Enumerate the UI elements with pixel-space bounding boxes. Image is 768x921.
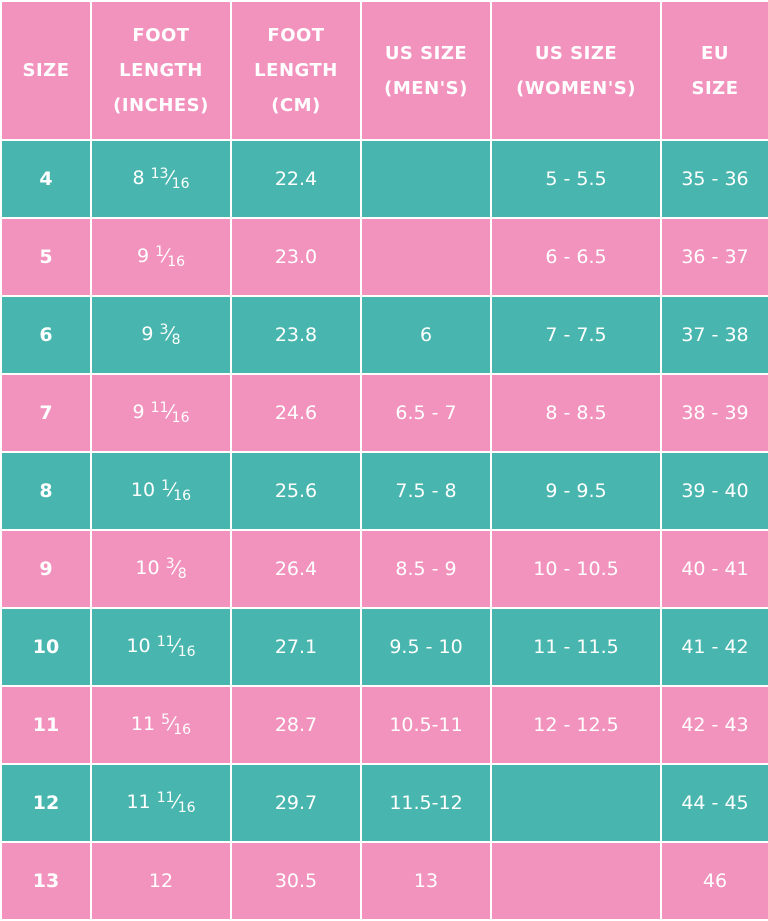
header-row: SIZE FOOT LENGTH (INCHES) FOOT LENGTH (CM) US S… — [0, 0, 768, 141]
table-cell: 9 1⁄16 — [90, 217, 232, 297]
header-line: FOOT — [267, 25, 325, 46]
table-cell: 11 5⁄16 — [90, 685, 232, 765]
size-cell: 9 — [0, 529, 92, 609]
table-cell: 6.5 - 7 — [360, 373, 492, 453]
table-cell: 9 11⁄16 — [90, 373, 232, 453]
table-row: 12 11 11⁄16 29.7 11.5-12 44 - 45 — [0, 763, 768, 843]
table-cell: 44 - 45 — [660, 763, 768, 843]
table-cell: 38 - 39 — [660, 373, 768, 453]
table-cell: 9 3⁄8 — [90, 295, 232, 375]
table-cell — [490, 841, 662, 921]
header-line: EU — [701, 42, 729, 64]
table-cell: 39 - 40 — [660, 451, 768, 531]
table-cell: 37 - 38 — [660, 295, 768, 375]
table-cell: 23.0 — [230, 217, 362, 297]
table-cell: 36 - 37 — [660, 217, 768, 297]
table-cell: 12 - 12.5 — [490, 685, 662, 765]
table-cell: 25.6 — [230, 451, 362, 531]
table-cell: 13 — [360, 841, 492, 921]
table-cell: 10 - 10.5 — [490, 529, 662, 609]
size-cell: 6 — [0, 295, 92, 375]
table-cell: 5 - 5.5 — [490, 139, 662, 219]
table-cell: 10 1⁄16 — [90, 451, 232, 531]
table-cell: 40 - 41 — [660, 529, 768, 609]
table-cell: 35 - 36 — [660, 139, 768, 219]
column-header: SIZE — [0, 0, 92, 141]
size-cell: 5 — [0, 217, 92, 297]
table-cell: 6 - 6.5 — [490, 217, 662, 297]
table-cell: 42 - 43 — [660, 685, 768, 765]
table-cell: 46 — [660, 841, 768, 921]
column-header: FOOT LENGTH (CM) — [230, 0, 362, 141]
size-cell: 11 — [0, 685, 92, 765]
size-cell: 13 — [0, 841, 92, 921]
column-header: FOOT LENGTH (INCHES) — [90, 0, 232, 141]
table-cell: 11.5-12 — [360, 763, 492, 843]
header-line: (CM) — [271, 95, 321, 116]
table-cell: 9 - 9.5 — [490, 451, 662, 531]
table-cell: 8.5 - 9 — [360, 529, 492, 609]
header-line: LENGTH — [254, 60, 338, 81]
header-line: SIZE — [22, 60, 70, 81]
header-line: LENGTH — [119, 60, 203, 81]
header-line: (MEN'S) — [384, 77, 468, 99]
table-cell: 24.6 — [230, 373, 362, 453]
table-cell: 22.4 — [230, 139, 362, 219]
table-cell — [490, 763, 662, 843]
column-header: EU SIZE — [660, 0, 768, 141]
table-cell: 29.7 — [230, 763, 362, 843]
table-cell: 10.5-11 — [360, 685, 492, 765]
table-row: 11 11 5⁄16 28.7 10.5-11 12 - 12.5 42 - 43 — [0, 685, 768, 765]
header-line: SIZE — [691, 77, 739, 99]
table-cell: 41 - 42 — [660, 607, 768, 687]
header-line: (WOMEN'S) — [516, 77, 636, 99]
table-row: 13 12 30.5 13 46 — [0, 841, 768, 921]
size-cell: 8 — [0, 451, 92, 531]
table-cell: 27.1 — [230, 607, 362, 687]
table-row: 10 10 11⁄16 27.1 9.5 - 10 11 - 11.5 41 - 42 — [0, 607, 768, 687]
table-cell: 23.8 — [230, 295, 362, 375]
table-cell: 10 3⁄8 — [90, 529, 232, 609]
table-cell: 8 - 8.5 — [490, 373, 662, 453]
table-cell: 7.5 - 8 — [360, 451, 492, 531]
table-cell: 6 — [360, 295, 492, 375]
header-line: FOOT — [132, 25, 190, 46]
table-cell: 7 - 7.5 — [490, 295, 662, 375]
table-cell — [360, 217, 492, 297]
column-header: US SIZE (MEN'S) — [360, 0, 492, 141]
table-cell — [360, 139, 492, 219]
table-row: 9 10 3⁄8 26.4 8.5 - 9 10 - 10.5 40 - 41 — [0, 529, 768, 609]
table-cell: 28.7 — [230, 685, 362, 765]
table-cell: 11 11⁄16 — [90, 763, 232, 843]
size-cell: 4 — [0, 139, 92, 219]
table-cell: 30.5 — [230, 841, 362, 921]
header-line: US SIZE — [534, 42, 618, 64]
table-cell: 9.5 - 10 — [360, 607, 492, 687]
size-cell: 7 — [0, 373, 92, 453]
table-cell: 10 11⁄16 — [90, 607, 232, 687]
column-header: US SIZE (WOMEN'S) — [490, 0, 662, 141]
header-line: (INCHES) — [113, 95, 209, 116]
size-cell: 10 — [0, 607, 92, 687]
header-line: US SIZE — [384, 42, 468, 64]
table-cell: 11 - 11.5 — [490, 607, 662, 687]
table-cell: 26.4 — [230, 529, 362, 609]
table-cell: 12 — [90, 841, 232, 921]
table-cell: 8 13⁄16 — [90, 139, 232, 219]
size-cell: 12 — [0, 763, 92, 843]
